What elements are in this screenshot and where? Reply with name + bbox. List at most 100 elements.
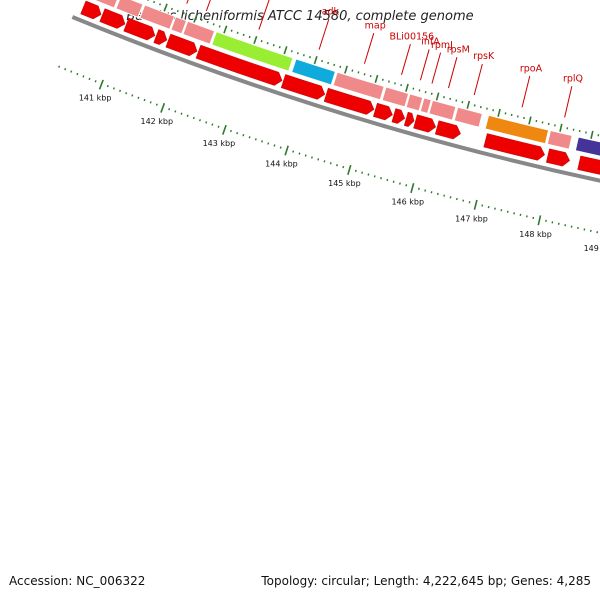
outer-tick xyxy=(182,12,185,15)
gene-rpmD xyxy=(170,16,188,35)
outer-tick xyxy=(405,83,409,92)
cds-arrow xyxy=(323,87,375,115)
outer-tick xyxy=(283,46,288,55)
outer-tick xyxy=(266,41,269,45)
cds-arrow xyxy=(413,114,437,133)
kbp-label-142: 142 kbp xyxy=(140,117,173,126)
kbp-tick xyxy=(160,102,166,113)
kbp-tick xyxy=(199,119,201,122)
cds-arrow xyxy=(195,44,283,86)
gene-label-rpmJ: rpmJ xyxy=(431,40,453,51)
kbp-tick xyxy=(248,136,251,139)
cds-arrow xyxy=(434,120,461,140)
outer-tick xyxy=(333,63,336,67)
outer-tick xyxy=(296,52,299,55)
outer-tick xyxy=(412,87,415,90)
outer-tick xyxy=(321,59,324,63)
kbp-tick xyxy=(392,180,395,183)
kbp-tick xyxy=(236,131,239,135)
gene-label-rplQ: rplQ xyxy=(563,73,583,84)
kbp-tick xyxy=(354,169,357,173)
gene-label-BLi00156: BLi00156 xyxy=(389,31,434,42)
kbp-tick xyxy=(373,175,376,178)
outer-tick xyxy=(193,14,198,23)
outer-tick xyxy=(430,92,433,95)
kbp-tick xyxy=(273,144,276,147)
kbp-label-141: 141 kbp xyxy=(79,93,112,102)
kbp-tick xyxy=(380,177,382,180)
kbp-tick xyxy=(449,196,452,199)
gene-label-infA: infA xyxy=(421,37,440,48)
outer-tick xyxy=(170,7,173,11)
outer-tick xyxy=(466,100,471,109)
outer-tick xyxy=(327,61,330,65)
kbp-tick xyxy=(76,72,79,76)
outer-tick xyxy=(159,3,162,6)
label-leader-lines xyxy=(186,0,573,118)
outer-tick xyxy=(528,116,532,125)
gene-label-map: map xyxy=(365,20,386,31)
kbp-tick xyxy=(342,165,345,169)
kbp-label-147: 147 kbp xyxy=(455,214,488,223)
gene-label-rpsK: rpsK xyxy=(473,51,495,62)
kbp-tick xyxy=(180,112,183,115)
kbp-tick xyxy=(58,65,61,68)
outer-tick xyxy=(435,92,440,101)
kbp-tick xyxy=(361,171,364,174)
backbone-track xyxy=(71,15,600,183)
kbp-tick xyxy=(254,138,257,141)
outer-tick xyxy=(344,65,348,74)
kbp-tick xyxy=(430,191,433,194)
outer-tick xyxy=(272,44,275,47)
outer-tick xyxy=(387,80,390,83)
kbp-tick xyxy=(112,87,115,90)
outer-tick xyxy=(559,123,563,132)
outer-tick xyxy=(424,90,427,94)
gene-rpsE xyxy=(139,4,176,31)
gene-secY xyxy=(211,30,294,72)
kbp-tick xyxy=(70,70,73,73)
gene-BLi00156 xyxy=(381,86,410,108)
kbp-tick xyxy=(298,152,301,155)
accession-text: Accession: NC_006322 xyxy=(9,574,146,588)
kbp-tick xyxy=(267,142,270,145)
leader-adk xyxy=(318,18,330,50)
outer-tick xyxy=(290,50,293,53)
outer-tick xyxy=(369,74,372,78)
kbp-tick xyxy=(462,199,465,202)
kbp-tick xyxy=(537,215,542,226)
leader-rpmD xyxy=(186,0,189,4)
map-title: Bacillus licheniformis ATCC 14580, compl… xyxy=(126,9,474,24)
kbp-tick xyxy=(405,184,408,187)
kbp-label-143: 143 kbp xyxy=(203,139,236,148)
outer-tick xyxy=(200,18,203,22)
outer-tick xyxy=(176,9,179,13)
kbp-tick-ring: 141 kbp 142 kbp 143 kbp 144 kbp 145 kbp 146 k… xyxy=(58,65,600,253)
outer-tick xyxy=(236,31,239,34)
outer-tick xyxy=(363,73,366,76)
kbp-tick xyxy=(211,123,214,126)
outer-tick xyxy=(486,107,488,110)
kbp-label-148: 148 kbp xyxy=(519,230,552,239)
outer-tick xyxy=(278,46,281,49)
kbp-tick xyxy=(424,189,427,192)
kbp-tick xyxy=(64,67,67,71)
kbp-tick xyxy=(149,101,152,104)
leader-rpsM xyxy=(447,57,458,89)
kbp-tick xyxy=(205,121,208,124)
kbp-tick xyxy=(304,154,307,157)
kbp-tick xyxy=(455,197,458,201)
leader-rpmJ xyxy=(431,52,442,84)
kbp-label-146: 146 kbp xyxy=(391,197,424,206)
kbp-tick xyxy=(168,107,171,111)
outer-tick xyxy=(308,56,311,59)
outer-tick xyxy=(147,0,149,2)
leader-BLi00156 xyxy=(401,43,411,75)
cds-arrow xyxy=(483,133,545,161)
kbp-tick xyxy=(367,173,370,176)
kbp-tick xyxy=(131,94,134,97)
kbp-tick xyxy=(192,116,195,120)
kbp-tick xyxy=(386,178,389,182)
gene-rpmJ xyxy=(419,97,432,115)
